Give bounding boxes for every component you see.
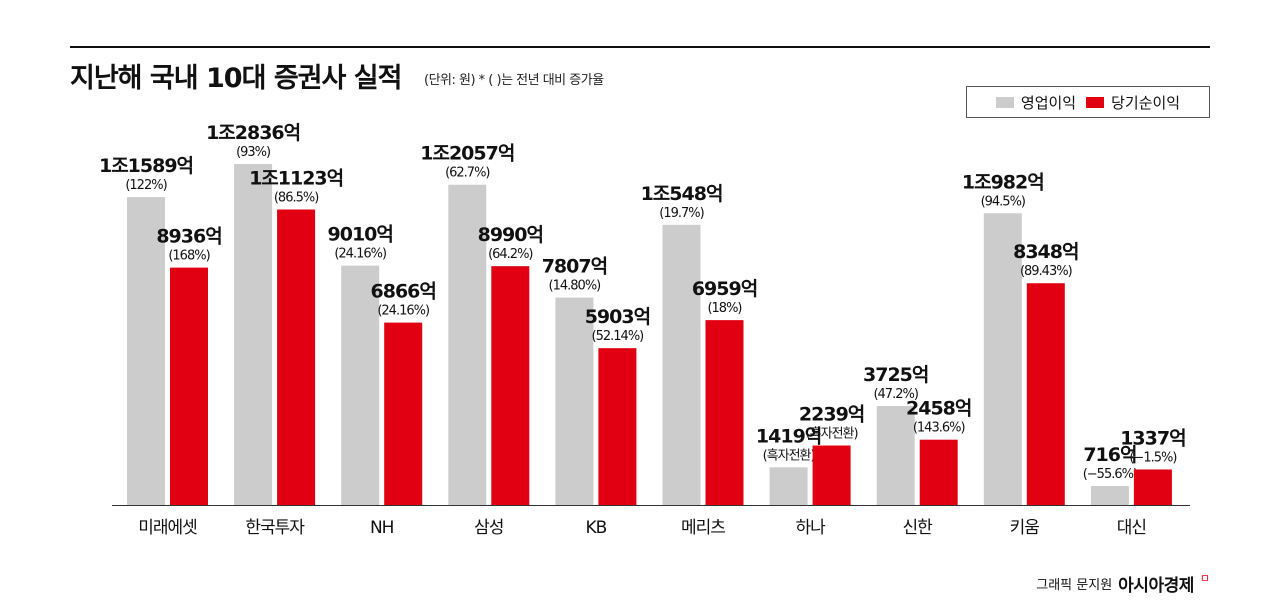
category-label: KB [585, 518, 606, 538]
change-label-net: (52.14%) [592, 329, 644, 344]
bar-net [384, 322, 423, 505]
value-label-operating: 3725억 [863, 364, 928, 386]
change-label-operating: (14.80%) [549, 279, 601, 294]
legend-swatch-operating [995, 96, 1014, 108]
chart-title: 지난해 국내 10대 증권사 실적 [70, 63, 402, 94]
change-label-operating: (19.7%) [659, 206, 703, 221]
top-rule [70, 46, 1210, 48]
change-label-operating: (93%) [236, 145, 270, 160]
change-label-net: (18%) [707, 301, 741, 316]
change-label-operating: (122%) [125, 178, 166, 193]
category-label: 키움 [1010, 518, 1040, 538]
value-label-operating: 1조548억 [641, 183, 723, 205]
value-label-operating: 716억 [1083, 444, 1136, 466]
value-label-operating: 1419억 [756, 425, 821, 447]
category-label: 하나 [795, 518, 826, 538]
value-label-net: 6959억 [692, 278, 757, 300]
category-label: 대신 [1117, 518, 1146, 538]
value-label-net: 1조1123억 [249, 168, 343, 190]
category-label: 삼성 [474, 518, 503, 538]
legend: 영업이익 당기순이익 [966, 86, 1210, 118]
credit: 그래픽 문지원 아시아경제 ㅁ [1036, 571, 1210, 597]
value-label-net: 8348억 [1013, 241, 1078, 263]
value-label-net: 6866억 [371, 281, 436, 303]
change-label-operating: (24.16%) [334, 247, 386, 262]
legend-label-net: 당기순이익 [1111, 93, 1181, 112]
change-label-operating: (62.7%) [445, 166, 489, 181]
value-label-net: 5903억 [585, 306, 650, 328]
change-label-operating: (−55.6%) [1083, 467, 1137, 482]
change-label-net: (흑자전환) [806, 427, 858, 442]
bar-net [598, 348, 637, 505]
value-label-operating: 1조1589억 [99, 155, 193, 177]
change-label-net: (64.2%) [488, 247, 532, 262]
bar-net [1133, 469, 1172, 505]
change-label-operating: (94.5%) [981, 194, 1025, 209]
value-label-operating: 7807억 [542, 256, 607, 278]
bar-net [1026, 283, 1065, 505]
bar-operating [1090, 485, 1129, 505]
brand-mark-icon: ㅁ [1199, 571, 1210, 585]
value-label-net: 8990억 [478, 224, 543, 246]
value-label-operating: 1조2057억 [420, 143, 514, 165]
bar-operating [341, 265, 380, 505]
bar-net [919, 439, 958, 505]
legend-item-operating: 영업이익 [995, 92, 1077, 113]
change-label-net: (168%) [168, 249, 209, 264]
legend-item-net: 당기순이익 [1086, 92, 1180, 113]
category-label: 한국투자 [245, 518, 305, 538]
bar-operating [876, 406, 915, 505]
bar-operating [769, 467, 808, 505]
bar-operating [555, 297, 594, 505]
value-label-net: 2458억 [906, 398, 971, 420]
change-label-net: (86.5%) [274, 191, 318, 206]
credit-text: 그래픽 문지원 [1036, 578, 1113, 593]
change-label-operating: (흑자전환) [763, 448, 815, 463]
value-label-operating: 9010억 [328, 224, 393, 246]
value-label-operating: 1조2836억 [206, 122, 300, 144]
category-label: 메리츠 [681, 518, 725, 538]
change-label-net: (89.43%) [1020, 264, 1072, 279]
change-label-net: (143.6%) [913, 421, 965, 436]
bar-operating [448, 184, 487, 506]
change-label-operating: (47.2%) [873, 387, 917, 402]
value-label-net: 1337억 [1120, 427, 1185, 449]
category-label: 신한 [903, 518, 934, 538]
category-label: NH [370, 518, 394, 538]
chart-subtitle: (단위: 원) * ( )는 전년 대비 증가율 [424, 73, 604, 88]
value-label-net: 8936억 [156, 226, 221, 248]
bar-net [812, 445, 851, 505]
legend-swatch-net [1086, 96, 1105, 108]
bar-net [277, 209, 316, 506]
brand-logo: 아시아경제 [1118, 576, 1194, 596]
bar-net [170, 267, 208, 505]
change-label-net: (−1.5%) [1129, 450, 1176, 465]
change-label-net: (24.16%) [377, 304, 429, 319]
category-label: 미래에셋 [138, 518, 197, 538]
bar-operating [983, 213, 1022, 506]
bar-net [491, 266, 530, 505]
value-label-net: 2239억 [799, 404, 864, 426]
value-label-operating: 1조982억 [962, 171, 1044, 193]
legend-label-operating: 영업이익 [1020, 93, 1077, 112]
bar-operating [234, 164, 273, 505]
bar-operating [127, 197, 165, 505]
bar-net [705, 320, 744, 505]
bar-operating [662, 224, 701, 506]
